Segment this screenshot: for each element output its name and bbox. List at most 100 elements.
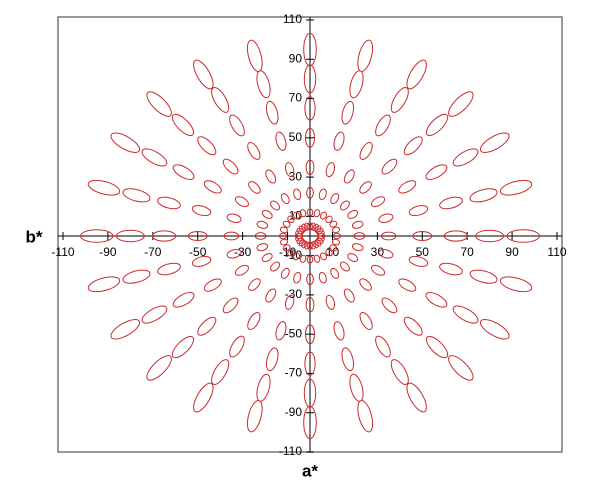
- color-ellipse: [452, 305, 479, 324]
- color-ellipse: [307, 241, 313, 250]
- color-ellipse: [398, 180, 417, 194]
- color-ellipse: [246, 39, 263, 73]
- color-ellipse: [357, 39, 374, 73]
- x-tick-label: -50: [189, 245, 207, 259]
- color-ellipse: [315, 237, 324, 245]
- color-ellipse: [390, 87, 409, 113]
- color-ellipse: [305, 297, 315, 313]
- color-ellipse: [265, 347, 279, 372]
- color-ellipse: [87, 179, 121, 196]
- color-ellipse: [298, 225, 306, 233]
- color-ellipse: [187, 230, 208, 242]
- color-ellipse: [506, 229, 540, 243]
- color-ellipse: [406, 382, 427, 413]
- color-ellipse: [270, 200, 281, 211]
- color-ellipse: [408, 255, 429, 267]
- y-tick-label: -70: [285, 366, 303, 380]
- color-ellipse: [248, 278, 261, 291]
- color-ellipse: [146, 91, 172, 117]
- color-ellipse: [390, 359, 409, 385]
- x-tick-label: 90: [505, 245, 519, 259]
- color-ellipse: [333, 131, 345, 151]
- color-ellipse: [499, 276, 533, 293]
- color-ellipse: [316, 230, 325, 237]
- color-ellipse: [304, 222, 311, 231]
- color-ellipse: [371, 264, 386, 276]
- color-ellipse: [329, 244, 338, 252]
- color-ellipse: [306, 273, 314, 286]
- color-ellipse: [229, 335, 245, 358]
- color-ellipse: [425, 164, 448, 181]
- color-ellipse: [329, 220, 338, 228]
- color-ellipse: [371, 196, 386, 208]
- color-ellipse: [193, 382, 214, 413]
- color-ellipse: [331, 226, 341, 234]
- y-tick-label: 70: [289, 91, 303, 105]
- color-ellipse: [211, 359, 230, 385]
- x-tick-label: -110: [51, 245, 74, 259]
- color-ellipse: [469, 269, 498, 284]
- color-ellipse: [347, 209, 359, 219]
- color-ellipse: [110, 319, 141, 340]
- color-ellipse: [265, 169, 277, 184]
- color-ellipse: [325, 248, 333, 257]
- color-ellipse: [284, 162, 295, 178]
- color-ellipse: [309, 241, 316, 250]
- color-ellipse: [313, 254, 321, 263]
- color-ellipse: [314, 225, 322, 233]
- y-tick-label: -30: [285, 287, 303, 301]
- color-ellipse: [425, 113, 449, 137]
- color-ellipse: [234, 264, 249, 276]
- color-ellipse: [171, 335, 195, 359]
- color-ellipse: [248, 181, 261, 194]
- color-ellipse: [403, 136, 423, 156]
- color-ellipse: [313, 209, 321, 218]
- color-ellipse: [203, 180, 222, 194]
- color-ellipse: [403, 316, 423, 336]
- color-ellipse: [406, 59, 427, 90]
- color-ellipse: [80, 229, 114, 243]
- color-ellipse: [469, 188, 498, 203]
- color-ellipse: [301, 223, 308, 232]
- color-ellipse: [191, 205, 212, 217]
- color-ellipse: [247, 312, 261, 331]
- color-ellipse: [151, 230, 177, 242]
- color-ellipse: [211, 87, 230, 113]
- color-ellipse: [304, 324, 316, 345]
- color-ellipse: [275, 321, 287, 341]
- color-ellipse: [306, 255, 314, 264]
- color-ellipse: [305, 159, 315, 175]
- color-ellipse: [304, 96, 316, 121]
- color-ellipse: [296, 227, 305, 235]
- color-ellipse: [122, 269, 151, 284]
- color-ellipse: [229, 114, 245, 137]
- color-ellipse: [110, 132, 141, 153]
- y-axis-title: b*: [26, 227, 43, 246]
- color-ellipse: [303, 405, 317, 440]
- color-ellipse: [247, 141, 261, 160]
- color-ellipse: [197, 136, 217, 156]
- color-ellipse: [317, 233, 326, 239]
- x-tick-label: 50: [416, 245, 430, 259]
- color-ellipse: [325, 215, 333, 224]
- color-ellipse: [312, 223, 319, 232]
- color-ellipse: [378, 213, 394, 223]
- color-ellipse: [304, 127, 316, 148]
- color-ellipse: [270, 261, 281, 272]
- color-ellipse: [319, 252, 327, 261]
- color-ellipse: [234, 196, 249, 208]
- color-ellipse: [318, 188, 327, 201]
- color-ellipse: [331, 238, 341, 246]
- color-ellipse: [287, 248, 295, 257]
- color-ellipse: [282, 220, 291, 228]
- y-tick-label: 10: [289, 209, 303, 223]
- color-ellipse: [359, 312, 373, 331]
- color-ellipse: [157, 262, 181, 276]
- color-ellipse: [279, 238, 289, 246]
- color-ellipse: [425, 291, 448, 308]
- color-ellipse: [304, 351, 316, 376]
- color-ellipse: [287, 215, 295, 224]
- color-ellipse: [306, 186, 314, 199]
- color-ellipse: [203, 278, 222, 292]
- color-ellipse: [293, 271, 302, 284]
